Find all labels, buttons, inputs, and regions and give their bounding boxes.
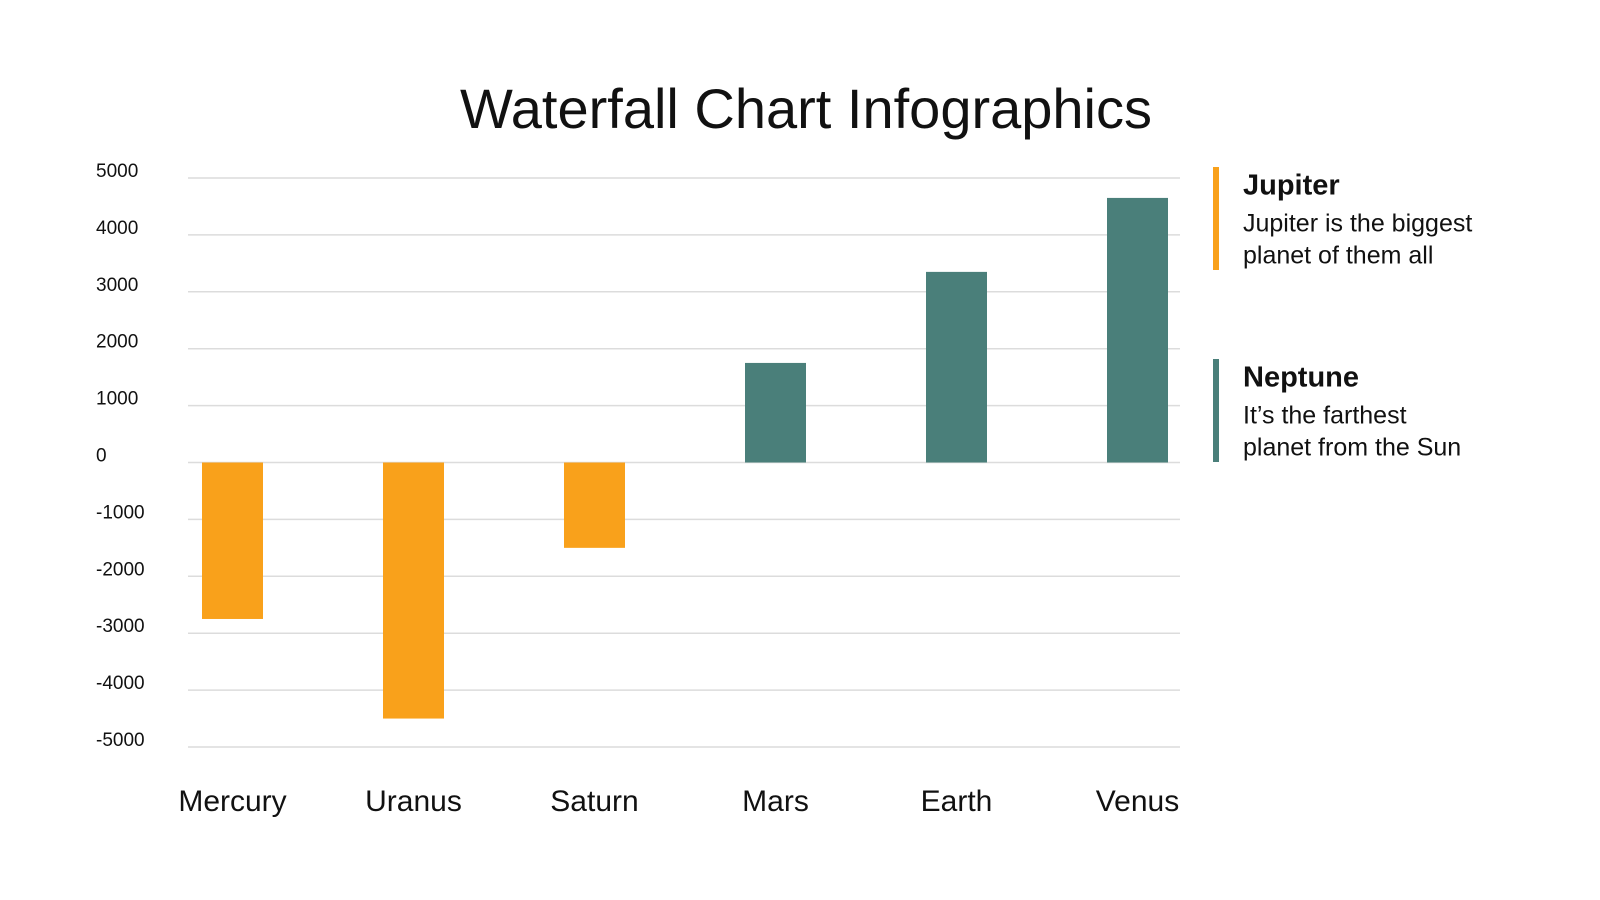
y-tick-label: 5000 — [96, 161, 138, 182]
y-tick-label: -4000 — [96, 673, 145, 694]
y-tick-label: -2000 — [96, 559, 145, 580]
legend-description: planet from the Sun — [1243, 434, 1461, 462]
bar — [564, 462, 625, 548]
bar — [1107, 197, 1168, 463]
y-tick-label: -1000 — [96, 502, 145, 523]
legend-swatch — [1213, 167, 1219, 270]
y-tick-label: -3000 — [96, 616, 145, 637]
chart-title: Waterfall Chart Infographics — [460, 77, 1152, 140]
bar — [383, 462, 444, 719]
legend-description: Jupiter is the biggest — [1243, 210, 1472, 238]
x-tick-label: Saturn — [550, 785, 638, 818]
y-tick-label: 0 — [96, 446, 107, 467]
legend-label: Jupiter — [1243, 170, 1340, 202]
legend-description: It’s the farthest — [1243, 402, 1407, 430]
legend-swatch — [1213, 359, 1219, 462]
y-tick-label: -5000 — [96, 730, 145, 751]
legend-label: Neptune — [1243, 362, 1359, 394]
y-tick-label: 2000 — [96, 332, 138, 353]
x-tick-label: Mercury — [178, 785, 286, 818]
legend-description: planet of them all — [1243, 242, 1433, 270]
bar — [202, 462, 263, 619]
y-tick-label: 3000 — [96, 275, 138, 296]
x-tick-label: Uranus — [365, 785, 462, 818]
x-tick-label: Earth — [921, 785, 993, 818]
y-tick-label: 1000 — [96, 389, 138, 410]
x-tick-label: Venus — [1096, 785, 1179, 818]
x-tick-label: Mars — [742, 785, 809, 818]
bar — [745, 362, 806, 463]
bar — [926, 271, 987, 463]
y-tick-label: 4000 — [96, 218, 138, 239]
